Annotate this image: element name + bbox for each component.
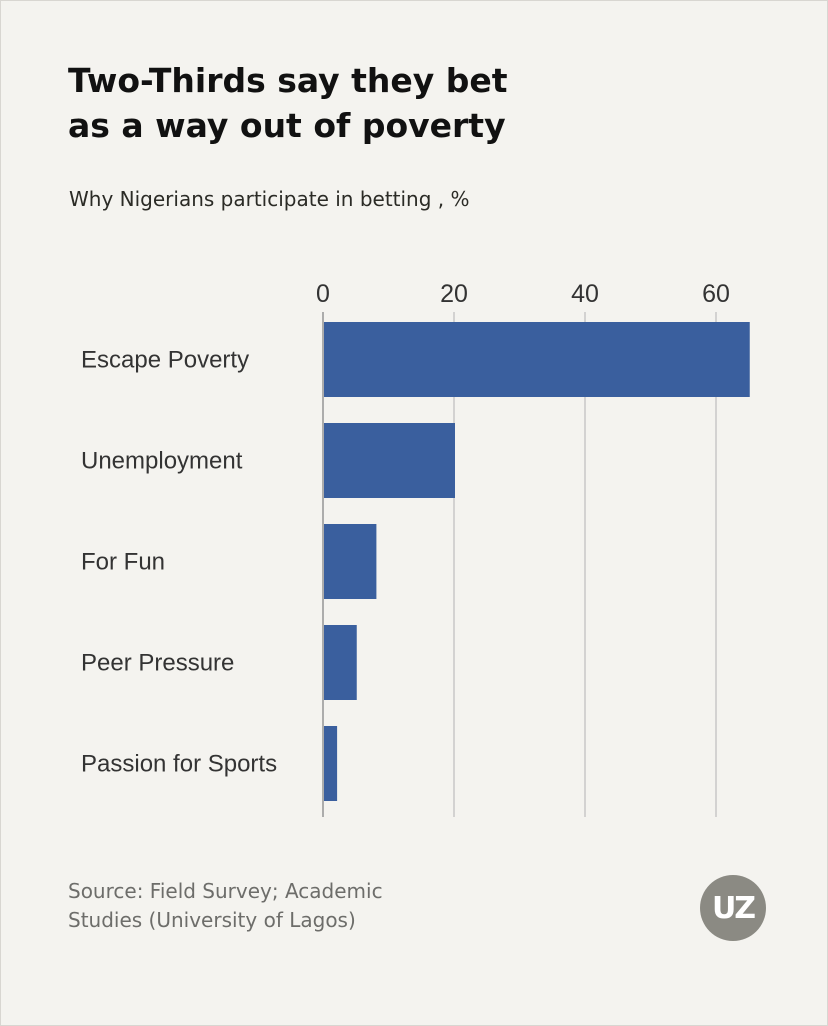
bars <box>324 322 750 801</box>
bar-chart: 0 20 40 60 Escape Poverty Unemployment For Fu… <box>81 280 750 817</box>
category-label: Peer Pressure <box>81 650 234 677</box>
chart-subtitle: Why Nigerians participate in betting , % <box>69 187 470 211</box>
source-note: Source: Field Survey; Academic Studies (… <box>68 877 488 935</box>
chart-title-line-2: as a way out of poverty <box>68 106 506 145</box>
category-label: Unemployment <box>81 448 243 475</box>
category-label: For Fun <box>81 549 165 576</box>
x-tick-label: 40 <box>571 280 599 308</box>
bar <box>324 726 338 801</box>
x-axis-ticks: 0 20 40 60 <box>316 280 730 308</box>
bar <box>324 625 357 700</box>
chart-title: Two-Thirds say they bet as a way out of … <box>68 58 768 148</box>
x-tick-label: 20 <box>440 280 468 308</box>
x-tick-label: 60 <box>702 280 730 308</box>
logo-text: UZ <box>711 890 756 926</box>
x-tick-label: 0 <box>316 280 330 308</box>
source-line-2: Studies (University of Lagos) <box>68 908 356 932</box>
category-label: Escape Poverty <box>81 347 249 374</box>
bar <box>324 524 377 599</box>
bar <box>324 423 455 498</box>
bar <box>324 322 750 397</box>
source-line-1: Source: Field Survey; Academic <box>68 879 383 903</box>
chart-title-line-1: Two-Thirds say they bet <box>68 61 508 100</box>
category-label: Passion for Sports <box>81 751 277 778</box>
category-labels: Escape Poverty Unemployment For Fun Peer Pr… <box>81 347 277 778</box>
uz-logo: UZ <box>700 875 766 941</box>
